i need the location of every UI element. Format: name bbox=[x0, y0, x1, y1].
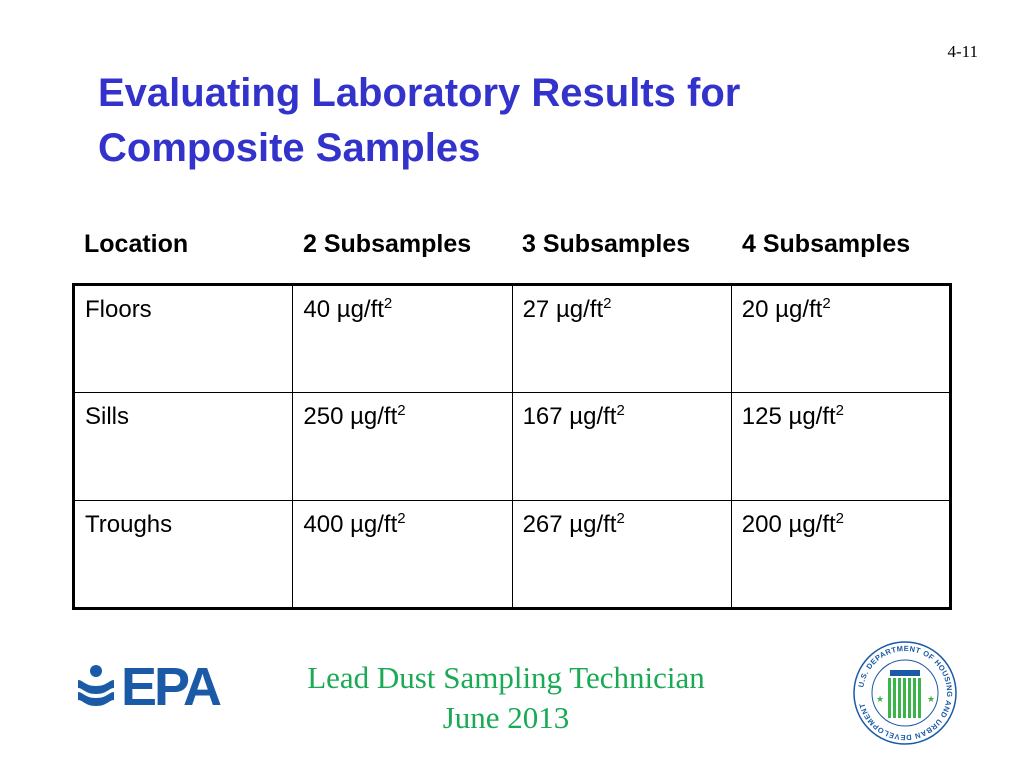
unit-exponent: 2 bbox=[822, 295, 831, 312]
table-row: Sills 250 µg/ft2 167 µg/ft2 125 µg/ft2 bbox=[72, 392, 952, 501]
results-table: Floors 40 µg/ft2 27 µg/ft2 20 µg/ft2 Sil… bbox=[72, 283, 952, 610]
table-row: Troughs 400 µg/ft2 267 µg/ft2 200 µg/ft2 bbox=[72, 500, 952, 609]
value-text: 250 µg/ft bbox=[303, 403, 398, 430]
page-number: 4-11 bbox=[947, 42, 978, 61]
column-header-3-subsamples: 3 Subsamples bbox=[522, 230, 691, 258]
slide-title: Evaluating Laboratory Results for Compos… bbox=[98, 66, 898, 176]
table-row: Floors 40 µg/ft2 27 µg/ft2 20 µg/ft2 bbox=[72, 284, 952, 393]
unit-exponent: 2 bbox=[397, 402, 406, 419]
svg-text:★: ★ bbox=[927, 695, 935, 705]
value-text: 40 µg/ft bbox=[303, 296, 384, 323]
footer-line-1: Lead Dust Sampling Technician bbox=[307, 660, 705, 695]
unit-exponent: 2 bbox=[603, 295, 612, 312]
value-cell: 167 µg/ft2 bbox=[511, 392, 732, 501]
value-cell: 400 µg/ft2 bbox=[292, 500, 513, 609]
value-cell: 250 µg/ft2 bbox=[292, 392, 513, 501]
location-cell: Sills bbox=[72, 392, 294, 501]
value-cell: 40 µg/ft2 bbox=[292, 284, 513, 393]
column-header-location: Location bbox=[84, 230, 189, 258]
unit-exponent: 2 bbox=[835, 510, 845, 527]
unit-exponent: 2 bbox=[383, 295, 393, 312]
footer-line-2: June 2013 bbox=[442, 700, 570, 735]
value-cell: 267 µg/ft2 bbox=[511, 500, 732, 609]
footer-text: Lead Dust Sampling Technician June 2013 bbox=[250, 658, 762, 738]
value-text: 125 µg/ft bbox=[741, 403, 836, 430]
unit-exponent: 2 bbox=[616, 402, 625, 419]
value-cell: 27 µg/ft2 bbox=[511, 284, 732, 393]
svg-text:★: ★ bbox=[876, 695, 884, 705]
location-label: Sills bbox=[85, 403, 130, 430]
value-text: 200 µg/ft bbox=[741, 511, 836, 538]
value-text: 267 µg/ft bbox=[522, 511, 617, 538]
value-text: 20 µg/ft bbox=[741, 296, 823, 323]
epa-wordmark: EPA bbox=[121, 657, 222, 717]
location-cell: Floors bbox=[72, 284, 294, 393]
epa-emblem-icon bbox=[78, 665, 114, 706]
value-cell: 200 µg/ft2 bbox=[730, 500, 952, 609]
location-label: Troughs bbox=[85, 511, 173, 538]
unit-exponent: 2 bbox=[616, 510, 625, 527]
title-line-1: Evaluating Laboratory Results for bbox=[98, 71, 741, 115]
unit-exponent: 2 bbox=[835, 402, 845, 419]
location-label: Floors bbox=[85, 296, 152, 323]
epa-logo: EPA bbox=[75, 657, 222, 717]
column-header-4-subsamples: 4 Subsamples bbox=[742, 230, 911, 258]
value-text: 400 µg/ft bbox=[303, 511, 398, 538]
table-column-headers: Location 2 Subsamples 3 Subsamples 4 Sub… bbox=[72, 230, 952, 266]
value-cell: 125 µg/ft2 bbox=[730, 392, 952, 501]
value-text: 167 µg/ft bbox=[522, 403, 617, 430]
hud-seal-icon: U.S. DEPARTMENT OF HOUSING AND URBAN DEV… bbox=[853, 641, 957, 745]
value-cell: 20 µg/ft2 bbox=[730, 284, 952, 393]
unit-exponent: 2 bbox=[397, 510, 406, 527]
hud-seal-logo: U.S. DEPARTMENT OF HOUSING AND URBAN DEV… bbox=[852, 640, 958, 746]
column-header-2-subsamples: 2 Subsamples bbox=[303, 230, 472, 258]
location-cell: Troughs bbox=[72, 500, 294, 609]
title-line-2: Composite Samples bbox=[98, 126, 481, 170]
value-text: 27 µg/ft bbox=[522, 296, 604, 323]
